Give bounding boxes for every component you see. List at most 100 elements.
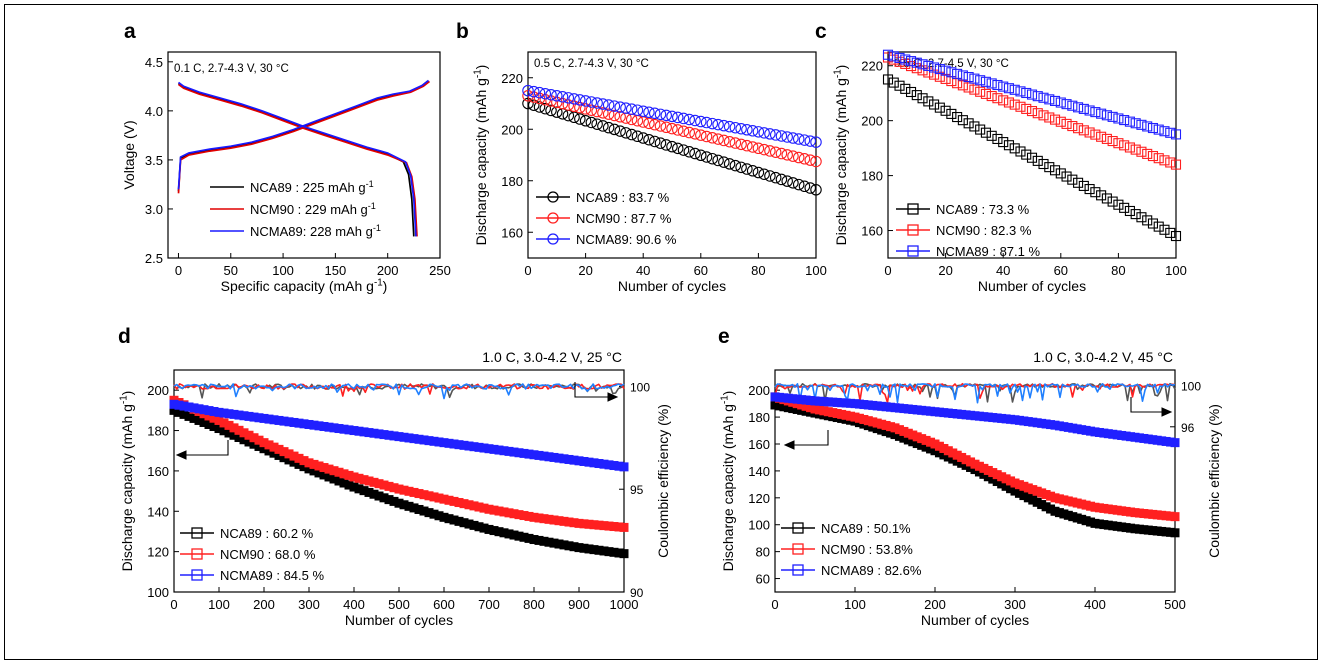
data-point-c-2	[1032, 91, 1043, 102]
data-point-c-0	[963, 118, 974, 129]
data-point-b-1	[729, 137, 742, 149]
legend-marker-c	[907, 245, 919, 257]
y-tick-label-b: 160	[501, 225, 523, 240]
legend-marker-e	[792, 564, 804, 576]
data-point-b-2	[787, 132, 799, 144]
data-point-b-0	[648, 135, 661, 148]
data-point-b-2	[700, 116, 713, 129]
series-discharge-curve-a-0	[177, 82, 415, 237]
data-point-b-0	[562, 109, 575, 122]
x-axis-label-d: Number of cycles	[345, 612, 453, 628]
x-tick-label-d: 400	[343, 597, 365, 612]
data-point-b-0	[574, 113, 586, 125]
data-point-c-1	[975, 86, 986, 97]
legend-marker-d	[191, 548, 203, 560]
data-point-b-1	[608, 109, 621, 122]
data-point-c-1	[1084, 127, 1095, 138]
data-point-c-1	[1136, 146, 1147, 157]
data-point-b-0	[787, 177, 799, 189]
data-point-c-2	[905, 56, 917, 67]
data-point-b-1	[528, 91, 540, 103]
x-tick-label-b: 40	[636, 263, 650, 278]
data-point-c-0	[1084, 184, 1095, 195]
data-point-b-2	[562, 92, 575, 104]
data-point-c-2	[1003, 83, 1015, 94]
data-point-b-0	[533, 101, 546, 113]
y-axis-label-c: Discharge capacity (mAh g-1)	[832, 65, 849, 246]
data-point-b-2	[660, 109, 672, 122]
data-point-c-2	[1049, 95, 1061, 106]
data-point-c-2	[888, 51, 899, 62]
data-point-c-0	[992, 133, 1003, 145]
x-tick-label-a: 200	[377, 263, 399, 278]
y2-tick-label-d: 100	[630, 380, 650, 394]
data-point-b-2	[631, 104, 644, 116]
y2-axis-label-e: Coulombic efficiency (%)	[1206, 404, 1222, 558]
data-point-b-0	[637, 132, 649, 144]
data-point-b-2	[522, 84, 534, 97]
data-point-b-1	[695, 129, 707, 141]
data-point-b-1	[556, 97, 569, 110]
y2-tick-label-d: 90	[630, 586, 644, 600]
x-axis-label-c: Number of cycles	[978, 278, 1086, 294]
data-point-c-2	[1067, 100, 1078, 111]
y-tick-label-b: 200	[501, 122, 523, 137]
data-point-b-2	[533, 86, 546, 99]
data-point-c-1	[1049, 114, 1061, 125]
legend-marker-d	[191, 569, 203, 581]
data-point-c-2	[882, 49, 894, 60]
data-point-c-1	[1119, 140, 1130, 151]
data-point-b-1	[752, 142, 765, 155]
data-point-c-0	[998, 137, 1009, 148]
data-point-c-1	[1153, 153, 1164, 164]
data-point-b-1	[614, 111, 626, 123]
data-point-b-2	[804, 135, 816, 147]
data-point-c-0	[900, 83, 911, 94]
data-point-b-0	[522, 97, 534, 110]
data-point-b-0	[654, 137, 667, 149]
data-point-b-0	[625, 128, 638, 141]
legend-label-b: NCMA89: 90.6 %	[576, 232, 677, 247]
data-point-b-2	[666, 110, 678, 123]
data-point-b-1	[568, 100, 580, 113]
plot-area-b	[527, 51, 817, 259]
legend-label-a: NCA89 : 225 mAh g-1	[250, 179, 374, 195]
data-point-c-2	[929, 62, 940, 73]
data-point-c-2	[986, 78, 997, 89]
x-tick-label-d: 500	[388, 597, 410, 612]
axis-arrow-d	[574, 382, 612, 398]
data-point-b-2	[677, 112, 690, 125]
data-point-c-0	[905, 86, 917, 98]
data-point-c-0	[1026, 152, 1038, 163]
data-point-b-1	[579, 103, 592, 115]
data-point-c-1	[1044, 112, 1055, 123]
y-tick-label-a: 4.5	[145, 55, 163, 70]
data-point-c-2	[1026, 89, 1038, 100]
data-point-c-1	[1090, 129, 1101, 140]
data-point-b-0	[631, 130, 644, 143]
y2-axis-label-d: Coulombic efficiency (%)	[655, 404, 671, 558]
legend-marker-d	[191, 527, 203, 539]
efficiency-trace-e-2	[774, 383, 1176, 404]
legend-label-a: NCMA89: 228 mAh g-1	[250, 223, 381, 239]
y-tick-label-c: 160	[861, 224, 883, 239]
data-point-b-2	[695, 115, 707, 128]
data-point-e-1	[1170, 512, 1180, 522]
data-point-c-0	[1147, 218, 1159, 229]
y-tick-label-d: 120	[147, 545, 169, 560]
data-point-c-0	[929, 99, 940, 110]
data-point-c-0	[1067, 174, 1078, 185]
data-point-b-0	[643, 133, 655, 146]
data-point-c-0	[1170, 230, 1182, 242]
data-point-b-1	[643, 117, 655, 130]
x-tick-label-d: 300	[298, 597, 320, 612]
y-tick-label-e: 200	[748, 383, 770, 398]
data-point-b-1	[718, 134, 730, 147]
y-tick-label-d: 200	[147, 383, 169, 398]
data-point-c-1	[1170, 159, 1182, 170]
data-point-b-1	[746, 141, 759, 153]
data-point-c-2	[900, 54, 911, 65]
data-point-b-2	[591, 97, 603, 109]
chart-b-group: 0 20 40 60 80 100 160 180 200 220 0.5 C, 2.7-4.3 V…	[472, 51, 827, 294]
